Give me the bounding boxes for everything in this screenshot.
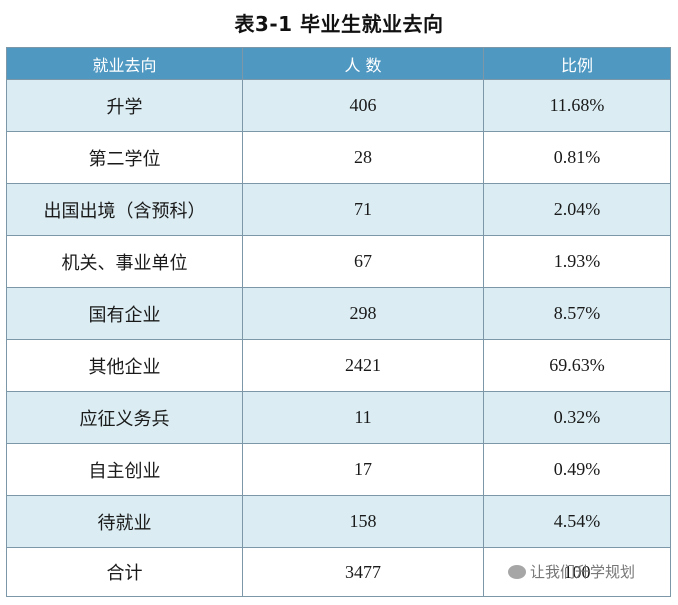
column-header-destination: 就业去向 — [6, 47, 243, 80]
destination-cell: 第二学位 — [6, 131, 243, 184]
ratio-cell: 0.81% — [483, 131, 671, 184]
destination-cell: 机关、事业单位 — [6, 235, 243, 288]
table-row: 自主创业 17 0.49% — [6, 443, 671, 496]
table-row: 机关、事业单位 67 1.93% — [6, 235, 671, 288]
table-title: 表3-1 毕业生就业去向 — [234, 12, 444, 36]
destination-cell: 待就业 — [6, 495, 243, 548]
table-row: 第二学位 28 0.81% — [6, 131, 671, 184]
ratio-cell: 2.04% — [483, 183, 671, 236]
destination-cell: 其他企业 — [6, 339, 243, 392]
ratio-cell: 69.63% — [483, 339, 671, 392]
table-header-row: 就业去向 人 数 比例 — [6, 47, 671, 80]
watermark-text: 让我们升学规划 — [530, 563, 636, 581]
count-cell: 71 — [242, 183, 484, 236]
destination-cell: 自主创业 — [6, 443, 243, 496]
ratio-cell: 11.68% — [483, 79, 671, 132]
table-row: 应征义务兵 11 0.32% — [6, 391, 671, 444]
ratio-cell: 0.32% — [483, 391, 671, 444]
ratio-cell: 8.57% — [483, 287, 671, 340]
ratio-cell: 4.54% — [483, 495, 671, 548]
table-row: 其他企业 2421 69.63% — [6, 339, 671, 392]
destination-cell: 国有企业 — [6, 287, 243, 340]
table-row: 待就业 158 4.54% — [6, 495, 671, 548]
total-label-cell: 合计 — [6, 547, 243, 597]
count-cell: 67 — [242, 235, 484, 288]
table-row: 国有企业 298 8.57% — [6, 287, 671, 340]
count-cell: 406 — [242, 79, 484, 132]
table-row: 升学 406 11.68% — [6, 79, 671, 132]
ratio-cell: 1.93% — [483, 235, 671, 288]
destination-cell: 升学 — [6, 79, 243, 132]
watermark: 让我们升学规划 — [508, 561, 635, 582]
wechat-icon — [508, 565, 526, 579]
employment-destination-table: 就业去向 人 数 比例 升学 406 11.68% 第二学位 28 0.81% … — [6, 47, 671, 597]
count-cell: 158 — [242, 495, 484, 548]
column-header-count: 人 数 — [242, 47, 484, 80]
table-row: 出国出境（含预科） 71 2.04% — [6, 183, 671, 236]
destination-cell: 出国出境（含预科） — [6, 183, 243, 236]
count-cell: 2421 — [242, 339, 484, 392]
ratio-cell: 0.49% — [483, 443, 671, 496]
column-header-ratio: 比例 — [483, 47, 671, 80]
count-cell: 28 — [242, 131, 484, 184]
total-count-cell: 3477 — [242, 547, 484, 597]
destination-cell: 应征义务兵 — [6, 391, 243, 444]
count-cell: 298 — [242, 287, 484, 340]
count-cell: 11 — [242, 391, 484, 444]
count-cell: 17 — [242, 443, 484, 496]
